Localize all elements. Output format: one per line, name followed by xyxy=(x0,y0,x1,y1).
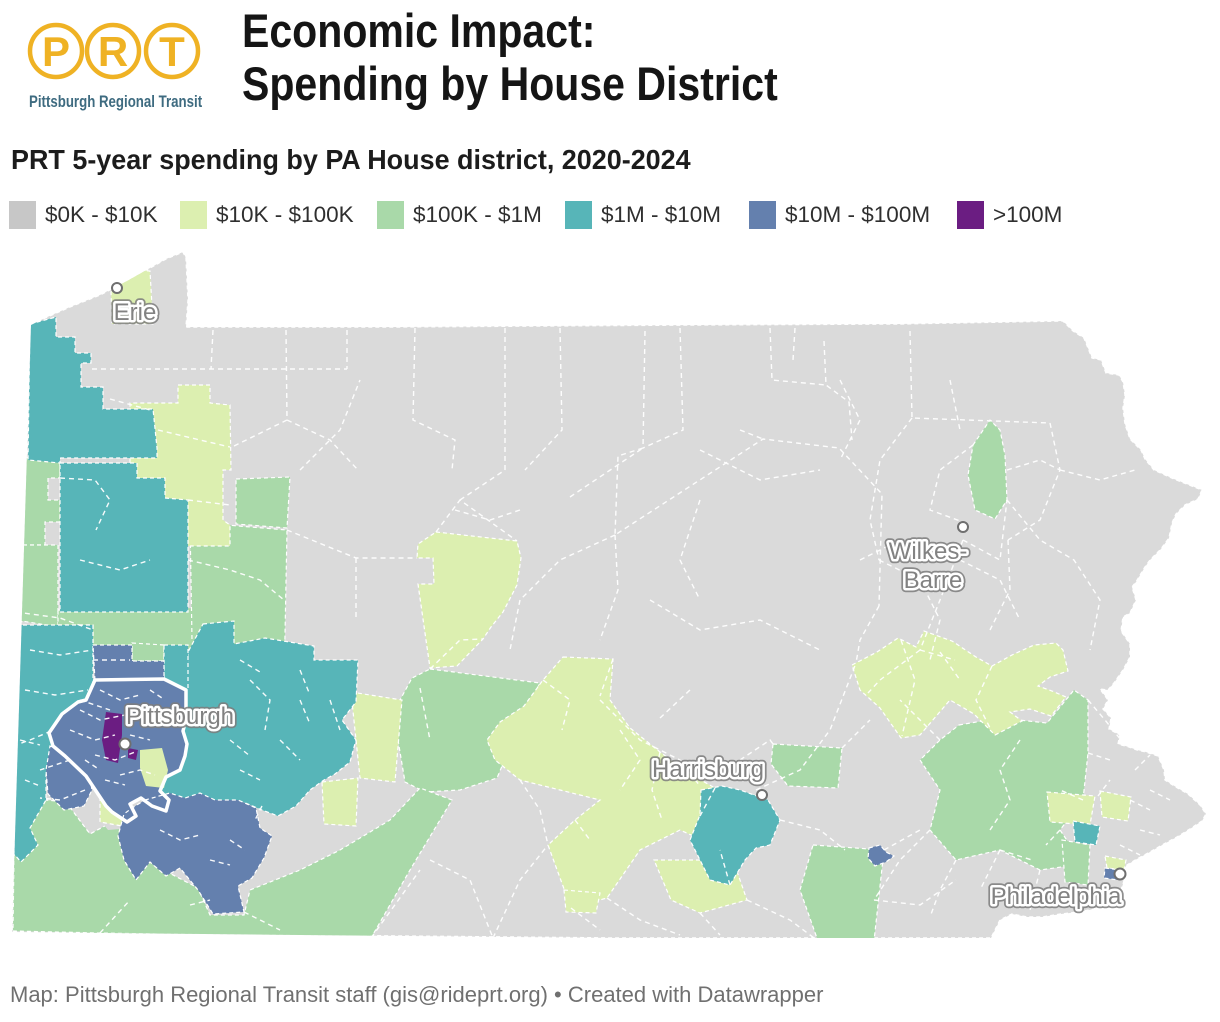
svg-text:Erie: Erie xyxy=(114,299,157,326)
svg-text:Barre: Barre xyxy=(904,567,963,594)
svg-text:Wilkes-: Wilkes- xyxy=(889,538,968,565)
svg-text:Pittsburgh: Pittsburgh xyxy=(126,703,234,730)
svg-text:T: T xyxy=(159,28,185,75)
svg-text:Wilkes-: Wilkes- xyxy=(889,538,968,565)
svg-text:P: P xyxy=(42,28,70,75)
svg-text:Pittsburgh: Pittsburgh xyxy=(126,703,234,730)
svg-text:Philadelphia: Philadelphia xyxy=(991,883,1122,910)
svg-text:Barre: Barre xyxy=(904,567,963,594)
svg-text:Harrisburg: Harrisburg xyxy=(652,756,764,783)
svg-text:Philadelphia: Philadelphia xyxy=(991,883,1122,910)
svg-text:Harrisburg: Harrisburg xyxy=(652,756,764,783)
svg-text:R: R xyxy=(98,28,128,75)
svg-text:Erie: Erie xyxy=(114,299,157,326)
